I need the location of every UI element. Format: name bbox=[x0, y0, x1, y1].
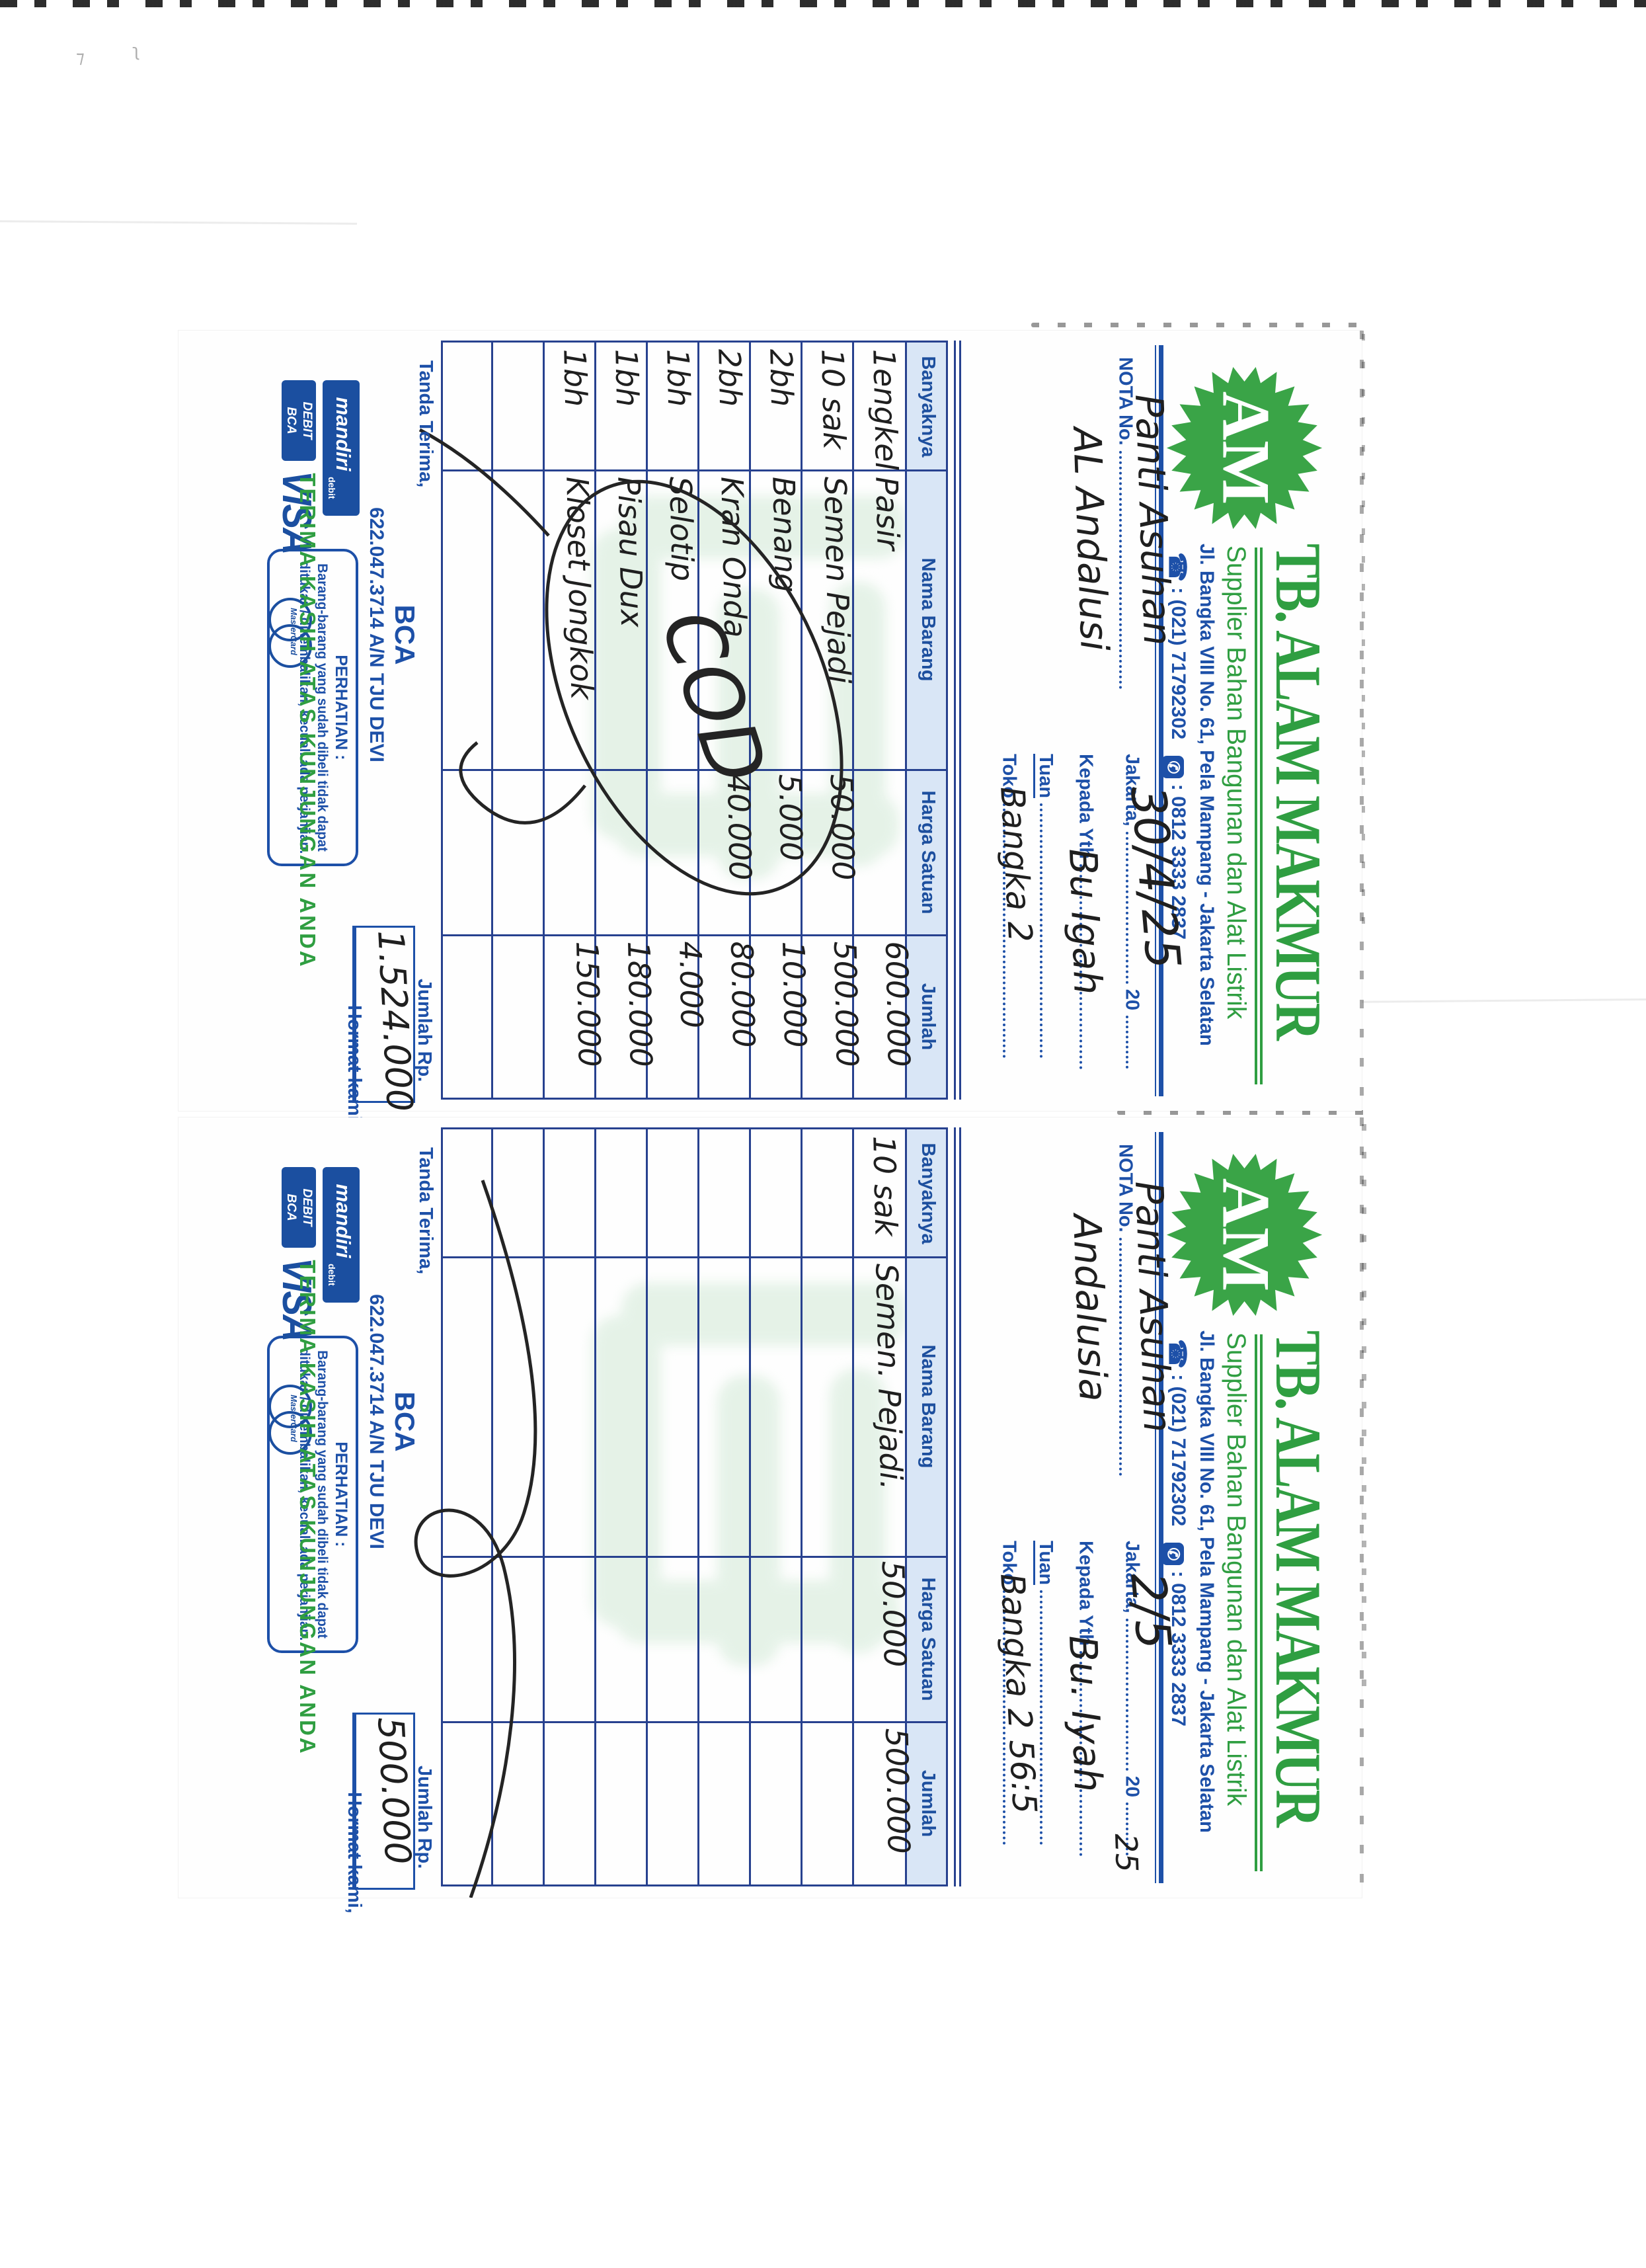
tanda-terima-label: Tanda Terima, bbox=[415, 360, 436, 488]
handwritten-customer-line2: Andalusia bbox=[1064, 1213, 1116, 1402]
torn-edge bbox=[1360, 331, 1364, 1111]
column-header-total: Jumlah bbox=[918, 1769, 939, 1838]
paper-crease bbox=[1335, 998, 1646, 1004]
handwritten-year: 25 bbox=[1108, 1833, 1146, 1873]
bank-name: BCA bbox=[389, 604, 420, 665]
table-top-double-rule bbox=[954, 1127, 956, 1886]
handwritten-recipient: Bu Igah bbox=[1060, 848, 1111, 996]
am-starburst-logo: AM bbox=[1166, 1154, 1323, 1316]
perhatian-title: PERHATIAN : bbox=[332, 1441, 350, 1547]
tuan-line: Tuan bbox=[1033, 754, 1059, 1059]
title-underline bbox=[1255, 547, 1257, 1084]
handwritten-toko: Bangka 2 bbox=[993, 786, 1040, 944]
hormat-kami-label: Hormat kami, bbox=[344, 1792, 365, 1914]
nota-receipt: AM TB. ALAM MAKMUR Supplier Bahan Bangun… bbox=[178, 1117, 1364, 1914]
store-address: Jl. Bangka VIII No. 61, Pela Mampang - J… bbox=[1196, 1330, 1218, 1833]
handwritten-recipient: Bu. Iyah bbox=[1060, 1635, 1111, 1793]
bank-name: BCA bbox=[389, 1391, 420, 1452]
handwritten-customer-line2: AL Andalusi bbox=[1064, 426, 1117, 652]
bank-account: 622.047.3714 A/N TJU DEVI bbox=[366, 1294, 387, 1549]
title-underline bbox=[1260, 1334, 1263, 1871]
title-underline bbox=[1255, 1334, 1257, 1871]
table-top-double-rule bbox=[959, 341, 961, 1100]
column-header-qty: Banyaknya bbox=[918, 356, 939, 458]
thank-you-line: TERIMA KASIH ATAS KUNJUNGAN ANDA bbox=[295, 1260, 320, 1756]
column-header-price: Harga Satuan bbox=[918, 1577, 939, 1701]
handwritten-customer-line1: Panti Asuhan bbox=[1126, 393, 1181, 647]
store-name: TB. ALAM MAKMUR bbox=[1262, 544, 1334, 1039]
hormat-kami-label: Hormat kami, bbox=[344, 1005, 365, 1127]
receipt-tear-marks bbox=[1360, 334, 1365, 929]
title-underline bbox=[1260, 547, 1263, 1084]
tanda-terima-label: Tanda Terima, bbox=[415, 1147, 436, 1275]
column-header-name: Nama Barang bbox=[918, 557, 939, 682]
am-logo-text: AM bbox=[1208, 1178, 1284, 1291]
column-header-qty: Banyaknya bbox=[918, 1143, 939, 1244]
nota-receipt: AM TB. ALAM MAKMUR Supplier Bahan Bangun… bbox=[178, 331, 1364, 1127]
mobile-phone-icon: ✆ bbox=[1161, 1543, 1184, 1566]
handwritten-date: 2/5 bbox=[1120, 1570, 1183, 1652]
store-tagline: Supplier Bahan Bangunan dan Alat Listrik bbox=[1222, 1332, 1251, 1806]
bank-account: 622.047.3714 A/N TJU DEVI bbox=[366, 507, 387, 762]
perhatian-title: PERHATIAN : bbox=[332, 655, 350, 760]
handwritten-grand-total: 500.000 bbox=[370, 1716, 419, 1866]
column-header-total: Jumlah bbox=[918, 983, 939, 1051]
mandiri-debit-logo: mandiri debit bbox=[323, 1167, 360, 1303]
am-logo-text: AM bbox=[1208, 391, 1284, 505]
store-tagline: Supplier Bahan Bangunan dan Alat Listrik bbox=[1222, 546, 1251, 1020]
pencil-smudge: ʅ bbox=[132, 41, 140, 61]
table-top-double-rule bbox=[959, 1127, 961, 1886]
receipt-tear-marks bbox=[1362, 1124, 1366, 1686]
receipt-edge-shadow bbox=[1117, 1110, 1365, 1115]
handwritten-customer-line1: Panti Asuhan bbox=[1126, 1180, 1181, 1434]
column-header-name: Nama Barang bbox=[918, 1344, 939, 1469]
pencil-smudge: ⁊ bbox=[76, 48, 85, 67]
scan-torn-top-edge bbox=[0, 0, 1646, 7]
receipt-edge-shadow bbox=[1031, 323, 1362, 327]
am-starburst-logo: AM bbox=[1166, 367, 1323, 529]
paper-crease bbox=[0, 220, 358, 225]
mobile-phone-icon: ✆ bbox=[1161, 756, 1184, 779]
torn-edge bbox=[1360, 1117, 1364, 1898]
store-address: Jl. Bangka VIII No. 61, Pela Mampang - J… bbox=[1196, 544, 1218, 1046]
thank-you-line: TERIMA KASIH ATAS KUNJUNGAN ANDA bbox=[295, 473, 320, 969]
table-top-double-rule bbox=[954, 341, 956, 1100]
store-name: TB. ALAM MAKMUR bbox=[1262, 1330, 1334, 1826]
column-header-price: Harga Satuan bbox=[918, 790, 939, 914]
mandiri-debit-logo: mandiri debit bbox=[323, 380, 360, 516]
